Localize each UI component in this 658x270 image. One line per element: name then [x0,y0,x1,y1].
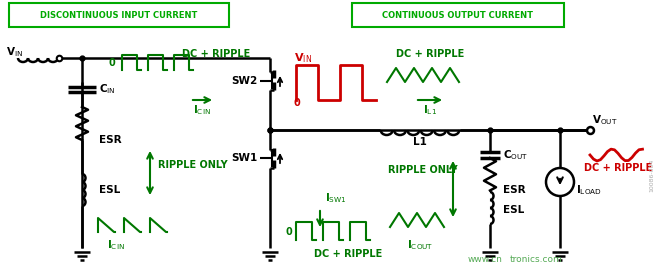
Text: ESL: ESL [99,185,120,195]
Text: www.cn: www.cn [468,255,503,265]
Text: I$_{\mathsf{LOAD}}$: I$_{\mathsf{LOAD}}$ [576,183,602,197]
Text: DISCONTINUOUS INPUT CURRENT: DISCONTINUOUS INPUT CURRENT [40,11,197,19]
FancyBboxPatch shape [9,3,229,27]
Text: DC + RIPPLE: DC + RIPPLE [182,49,250,59]
Text: DC + RIPPLE: DC + RIPPLE [584,163,652,173]
Text: 0: 0 [286,227,292,237]
Text: 0: 0 [109,58,115,68]
Text: I$_{\mathsf{CIN}}$: I$_{\mathsf{CIN}}$ [107,238,125,252]
Text: V$_{\mathsf{OUT}}$: V$_{\mathsf{OUT}}$ [592,113,617,127]
Text: tronics.com: tronics.com [510,255,563,265]
Text: RIPPLE ONLY: RIPPLE ONLY [158,160,228,170]
Text: DC + RIPPLE: DC + RIPPLE [396,49,464,59]
Text: C$_{\mathsf{OUT}}$: C$_{\mathsf{OUT}}$ [503,148,528,162]
Text: C$_{\mathsf{IN}}$: C$_{\mathsf{IN}}$ [99,82,116,96]
Text: I$_{\mathsf{L1}}$: I$_{\mathsf{L1}}$ [423,103,437,117]
Text: V$_{\mathsf{IN}}$: V$_{\mathsf{IN}}$ [6,45,23,59]
Text: L1: L1 [413,137,427,147]
Text: RIPPLE ONLY: RIPPLE ONLY [388,165,457,175]
Text: ESR: ESR [99,135,122,145]
Text: 10086-004: 10086-004 [649,158,655,192]
Text: V$_{\mathsf{IN}}$: V$_{\mathsf{IN}}$ [294,51,312,65]
FancyBboxPatch shape [352,3,564,27]
Text: I$_{\mathsf{CIN}}$: I$_{\mathsf{CIN}}$ [193,103,211,117]
Text: ESL: ESL [503,205,524,215]
Text: I$_{\mathsf{SW1}}$: I$_{\mathsf{SW1}}$ [325,191,347,205]
Text: CONTINUOUS OUTPUT CURRENT: CONTINUOUS OUTPUT CURRENT [382,11,534,19]
Text: DC + RIPPLE: DC + RIPPLE [314,249,382,259]
Text: SW1: SW1 [232,153,258,163]
Text: I$_{\mathsf{COUT}}$: I$_{\mathsf{COUT}}$ [407,238,433,252]
Text: 0: 0 [294,98,301,108]
Text: ESR: ESR [503,185,526,195]
Text: SW2: SW2 [232,76,258,86]
